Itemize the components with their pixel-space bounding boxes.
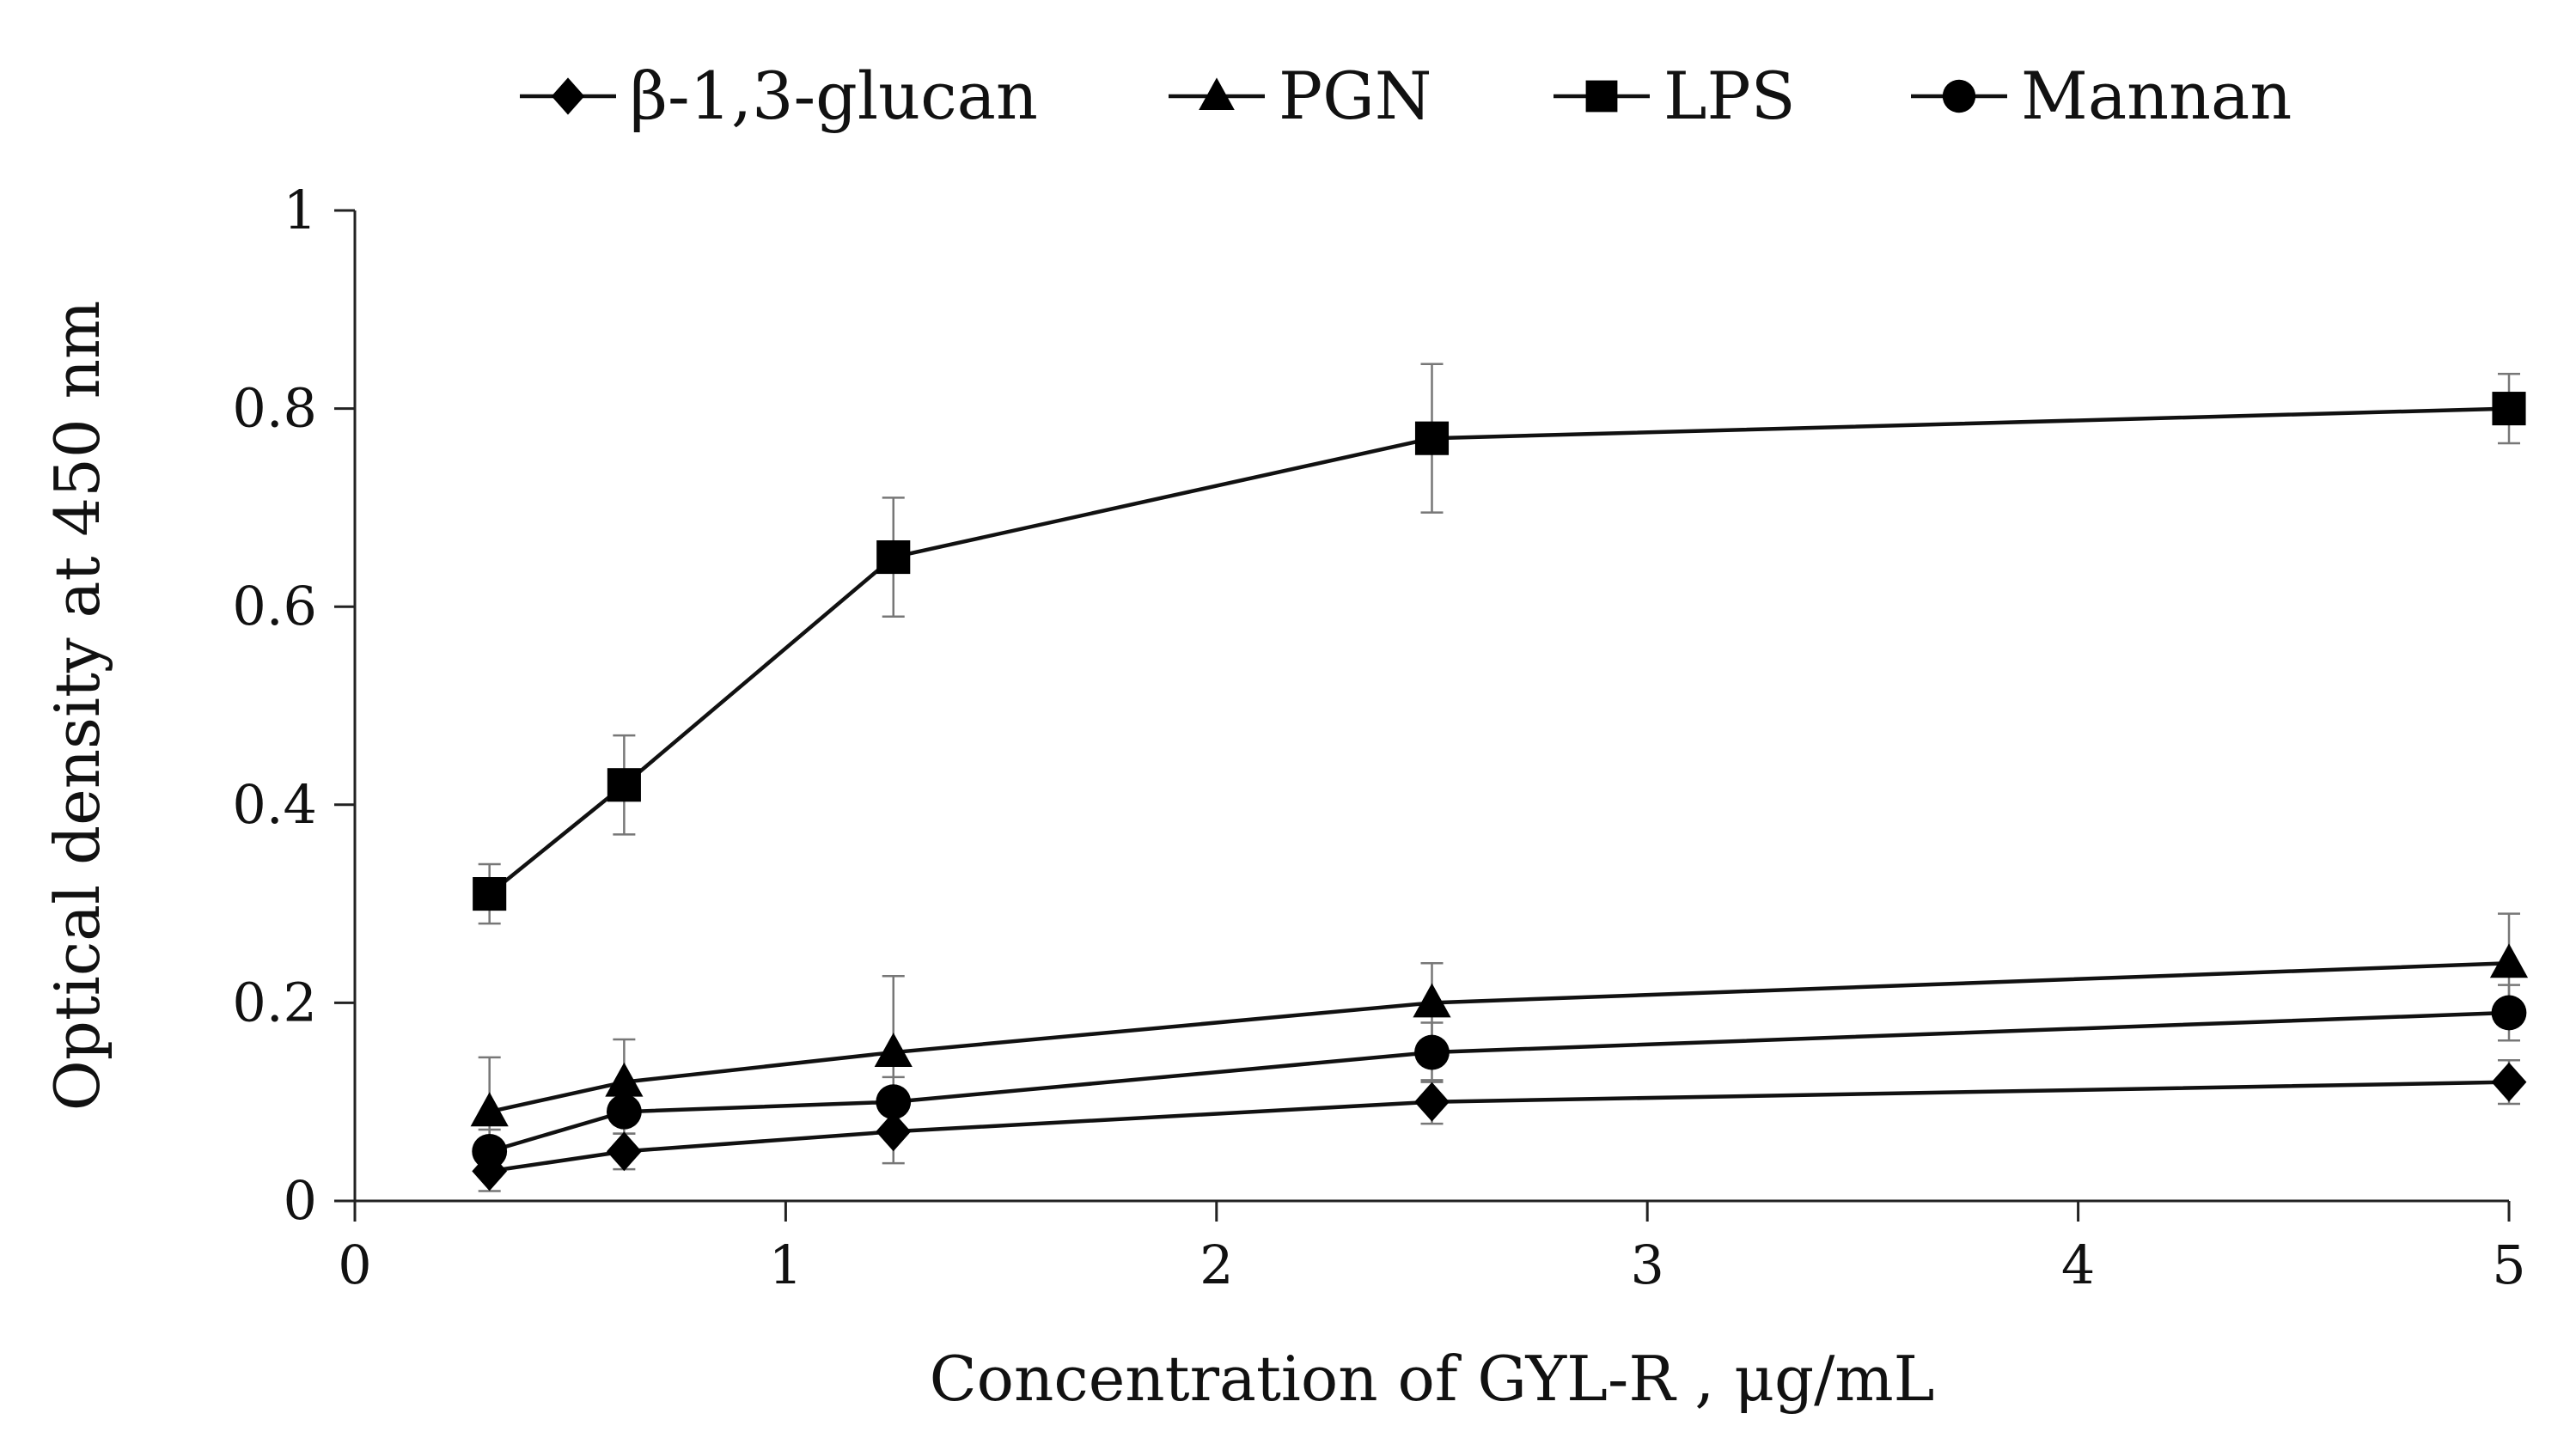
legend-item-circle: Mannan bbox=[1911, 58, 2292, 134]
y-tick-label: 0.2 bbox=[232, 971, 317, 1033]
y-axis-title: Optical density at 450 nm bbox=[41, 301, 113, 1112]
legend-triangle-icon bbox=[1199, 77, 1235, 110]
legend: β-1,3-glucan PGN LPS Mannan bbox=[520, 58, 2292, 134]
series-line-square bbox=[488, 406, 2510, 896]
x-tick-label: 2 bbox=[1199, 1234, 1233, 1296]
legend-circle-icon bbox=[1942, 79, 1976, 113]
point-square bbox=[2492, 392, 2526, 426]
point-square bbox=[473, 877, 507, 911]
legend-label: LPS bbox=[1663, 58, 1796, 134]
y-tick-label: 0 bbox=[284, 1169, 317, 1232]
point-circle bbox=[1414, 1034, 1450, 1070]
series-markers bbox=[470, 392, 2529, 1191]
point-circle bbox=[472, 1133, 508, 1169]
x-tick-label: 0 bbox=[338, 1234, 371, 1296]
point-circle bbox=[2491, 995, 2527, 1031]
y-tick-label: 1 bbox=[284, 179, 317, 241]
point-diamond bbox=[876, 1112, 912, 1152]
point-square bbox=[607, 768, 641, 802]
legend-item-triangle: PGN bbox=[1169, 58, 1431, 134]
point-triangle bbox=[2489, 943, 2529, 978]
axes bbox=[353, 210, 2509, 1203]
y-tick-label: 0.6 bbox=[232, 575, 317, 637]
x-tick-label: 1 bbox=[769, 1234, 803, 1296]
legend-label: PGN bbox=[1279, 58, 1431, 134]
legend-square-icon bbox=[1585, 80, 1618, 113]
point-triangle bbox=[605, 1062, 644, 1097]
legend-label: β-1,3-glucan bbox=[630, 58, 1038, 134]
error-bars bbox=[478, 363, 2520, 1192]
y-tick-label: 0.4 bbox=[232, 773, 317, 836]
x-tick-label: 5 bbox=[2492, 1234, 2525, 1296]
point-circle bbox=[876, 1084, 912, 1120]
legend-item-square: LPS bbox=[1554, 58, 1796, 134]
series-line-circle bbox=[489, 1010, 2510, 1154]
point-triangle bbox=[874, 1033, 913, 1068]
point-circle bbox=[606, 1094, 642, 1130]
series-lines bbox=[488, 406, 2510, 1173]
point-diamond bbox=[1414, 1082, 1450, 1122]
point-diamond bbox=[2491, 1062, 2527, 1102]
x-tick-label: 3 bbox=[1630, 1234, 1663, 1296]
legend-item-diamond: β-1,3-glucan bbox=[520, 58, 1038, 134]
ticks: 0 0.2 0.4 0.6 0.8 1 0 1 2 3 4 5 bbox=[232, 179, 2525, 1296]
x-tick-label: 4 bbox=[2061, 1234, 2095, 1296]
y-tick-label: 0.8 bbox=[232, 377, 317, 440]
legend-label: Mannan bbox=[2021, 58, 2292, 134]
x-axis-title: Concentration of GYL-R , μg/mL bbox=[930, 1343, 1935, 1415]
series-line-diamond bbox=[489, 1080, 2510, 1173]
point-triangle bbox=[470, 1092, 509, 1127]
point-triangle bbox=[1413, 983, 1451, 1018]
point-diamond bbox=[606, 1131, 642, 1172]
point-square bbox=[1414, 421, 1450, 455]
point-diamond bbox=[472, 1151, 508, 1191]
legend-diamond-icon bbox=[551, 77, 585, 115]
point-square bbox=[876, 540, 911, 575]
